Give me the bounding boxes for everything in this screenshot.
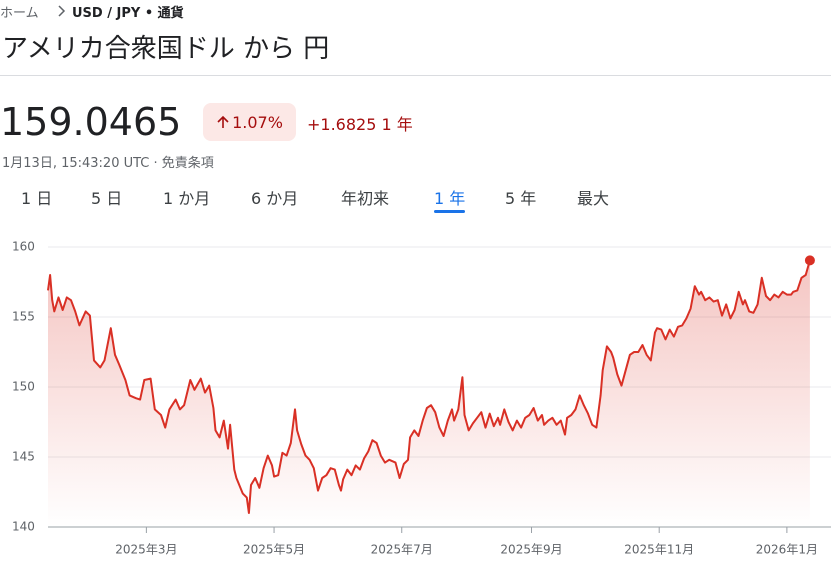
page-title: アメリカ合衆国ドル から 円	[2, 34, 330, 64]
y-tick-label: 150	[12, 380, 35, 394]
selected-tab-indicator	[434, 210, 465, 213]
range-tab[interactable]: 1 か月	[163, 189, 211, 208]
last-point	[804, 255, 815, 266]
range-tab[interactable]: 5 年	[505, 189, 537, 208]
range-tab[interactable]: 6 か月	[251, 189, 299, 208]
range-tab[interactable]: 1 日	[21, 189, 53, 208]
x-tick-label: 2025年5月	[243, 543, 305, 557]
range-tab[interactable]: 年初来	[341, 189, 390, 208]
area	[48, 260, 810, 527]
range-tab[interactable]: 5 日	[91, 189, 123, 208]
change-value: +1.6825	[307, 115, 377, 134]
x-tick-label: 2026年1月	[756, 543, 818, 557]
y-tick-label: 140	[12, 520, 35, 534]
timestamp: 1月13日, 15:43:20 UTC	[2, 156, 150, 171]
y-tick-label: 160	[12, 240, 35, 254]
price: 159.0465	[0, 100, 182, 144]
breadcrumb-current: USD / JPY • 通貨	[72, 6, 184, 21]
chart: 140 145 150 155 160 2025年3月 2025年5月 2025年7月 2025…	[12, 240, 831, 557]
disclaimer-link[interactable]: 免責条項	[161, 156, 214, 171]
up-arrow-icon	[217, 115, 229, 128]
range-tab[interactable]: 1 年	[434, 189, 466, 208]
chevron-icon	[58, 5, 66, 17]
price-line	[47, 260, 811, 514]
y-tick-label: 145	[12, 450, 35, 464]
change-badge: 1.07%	[203, 103, 296, 141]
x-tick-label: 2025年9月	[500, 543, 562, 557]
timestamp-line: 1月13日, 15:43:20 UTC · 免責条項	[2, 156, 214, 171]
change-line: +1.6825 1 年	[307, 111, 413, 135]
x-tick-label: 2025年11月	[624, 543, 694, 557]
y-tick-label: 155	[12, 310, 35, 324]
change-period: 1 年	[381, 115, 413, 134]
change-percent: 1.07%	[232, 112, 283, 132]
range-tab[interactable]: 最大	[577, 189, 610, 208]
x-tick-label: 2025年3月	[115, 543, 177, 557]
x-tick-label: 2025年7月	[371, 543, 433, 557]
breadcrumb-home[interactable]: ホーム	[0, 6, 39, 21]
divider	[0, 75, 831, 76]
